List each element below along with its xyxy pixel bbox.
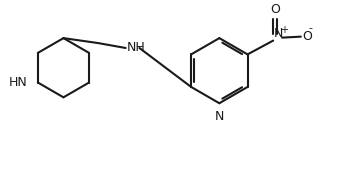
Text: HN: HN (9, 76, 28, 89)
Text: NH: NH (127, 42, 145, 55)
Text: +: + (280, 25, 288, 35)
Text: O: O (270, 3, 280, 16)
Text: O: O (302, 30, 312, 43)
Text: -: - (309, 23, 313, 33)
Text: N: N (274, 27, 284, 40)
Text: N: N (215, 110, 224, 123)
